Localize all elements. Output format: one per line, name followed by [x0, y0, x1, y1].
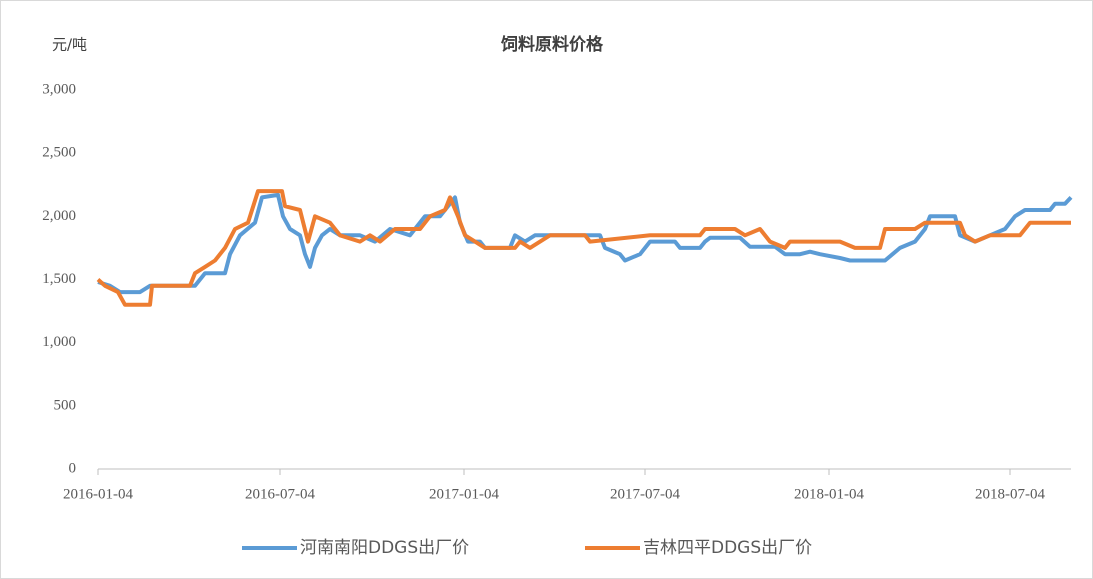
y-tick-label: 500	[54, 397, 77, 413]
y-tick-label: 0	[69, 460, 77, 476]
x-tick-label: 2017-07-04	[610, 486, 680, 502]
x-tick-label: 2016-01-04	[63, 486, 133, 502]
y-tick-label: 1,000	[42, 334, 76, 350]
y-tick-label: 2,000	[42, 208, 76, 224]
series-line	[97, 192, 1073, 295]
x-tick-label: 2018-07-04	[975, 486, 1045, 502]
legend-label: 吉林四平DDGS出厂价	[643, 538, 812, 558]
y-tick-label: 1,500	[42, 271, 76, 287]
chart-title: 饲料原料价格	[500, 34, 604, 55]
y-tick-label: 3,000	[42, 81, 76, 97]
series-line	[96, 189, 1071, 307]
x-tick-label: 2018-01-04	[794, 486, 864, 502]
legend-label: 河南南阳DDGS出厂价	[300, 538, 469, 558]
x-tick-label: 2016-07-04	[245, 486, 315, 502]
x-tick-label: 2017-01-04	[429, 486, 499, 502]
y-axis-label: 元/吨	[52, 36, 87, 54]
y-tick-label: 2,500	[42, 145, 76, 161]
